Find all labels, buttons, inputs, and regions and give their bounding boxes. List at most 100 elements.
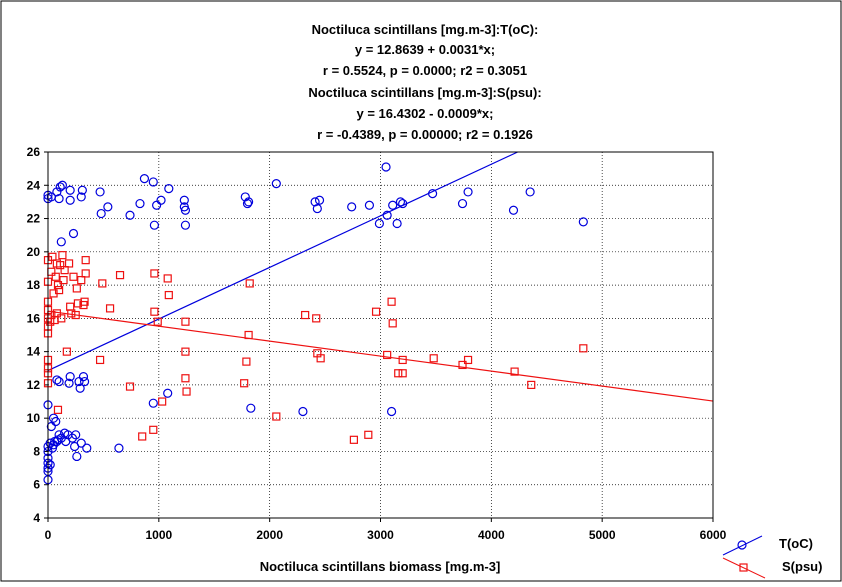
y-tick-label: 24 [27,178,41,192]
salinity-point [150,307,159,316]
temperature-point [52,375,62,385]
temperature-point [65,371,75,382]
temperature-point [45,460,55,470]
salinity-point [394,369,403,378]
title-line-1: Noctiluca scintillans [mg.m-3]:T(oC): [312,22,539,37]
temperature-point [386,406,397,417]
temperature-point [463,187,473,197]
salinity-point [301,310,310,320]
temperature-point [139,174,150,184]
temperature-point [56,237,66,247]
temperature-point [76,438,86,448]
x-axis-label: Noctiluca scintillans biomass [mg.m-3] [260,559,501,574]
temperature-point [148,177,158,187]
salinity-point [72,284,81,293]
chart-title: Noctiluca scintillans [mg.m-3]:T(oC): y … [308,22,541,142]
salinity-point [364,430,373,439]
salinity-point [153,317,162,326]
salinity-point [312,314,321,323]
title-line-6: r = -0.4389, p = 0.00000; r2 = 0.1926 [317,127,533,142]
temperature-point [163,388,173,398]
temperature-point [312,203,322,214]
temperature-point [374,218,384,229]
temperature-point [392,218,402,229]
salinity-point [463,355,473,365]
temperature-point [135,198,145,209]
temperature-point [427,188,438,199]
salinity-regression-line [47,310,714,402]
title-line-4: Noctiluca scintillans [mg.m-3]:S(psu): [308,85,541,100]
salinity-point [138,432,147,441]
temperature-point [180,205,191,215]
title-line-3: r = 0.5524, p = 0.0000; r2 = 0.3051 [323,63,527,78]
salinity-point [244,330,253,340]
salinity-point [383,350,392,360]
salinity-point [240,379,249,388]
legend-item-temperature: T(oC) [722,535,813,556]
x-tick-label: 2000 [256,528,283,542]
salinity-point [95,355,105,365]
salinity-point [125,382,135,391]
temperature-point [65,185,75,195]
salinity-point [158,397,167,406]
temperature-point [388,200,398,210]
salinity-point [56,261,65,270]
temperature-regression-line [47,151,518,372]
grid [48,152,713,518]
salinity-point [181,317,190,326]
x-tick-label: 0 [45,528,52,542]
salinity-point [316,354,325,363]
temperature-point [54,193,64,204]
y-tick-label: 4 [33,511,40,525]
axis-ticks: 0 1000 2000 3000 4000 5000 6000 4 6 8 10 12 14 16 18 20… [27,145,727,542]
salinity-point [164,290,173,300]
salinity-point [64,259,74,268]
y-tick-label: 18 [27,278,41,292]
temperature-point [67,433,77,443]
salinity-point [458,360,467,370]
salinity-point [52,309,61,318]
legend-salinity-label: S(psu) [782,559,822,574]
salinity-point [48,252,57,261]
temperature-point [54,376,64,387]
legend-temperature-label: T(oC) [779,536,813,551]
y-tick-label: 10 [27,411,41,425]
temperature-point [103,202,113,212]
salinity-point [71,310,80,320]
salinity-point [80,297,89,306]
temperature-point [72,451,82,462]
y-tick-label: 6 [33,478,40,492]
temperature-point [310,197,320,207]
y-tick-label: 8 [33,444,40,458]
temperature-point [55,182,65,192]
legend: T(oC) S(psu) [722,535,822,579]
x-tick-label: 5000 [589,528,616,542]
legend-salinity-marker [739,563,748,572]
temperature-point [114,443,124,453]
salinity-point [51,272,60,281]
salinity-point [69,272,78,281]
temperature-point [125,210,135,220]
y-tick-label: 12 [27,378,41,392]
temperature-point [68,228,79,239]
salinity-point [62,347,71,356]
salinity-point [182,387,191,396]
salinity-point [398,355,407,365]
salinity-point [98,279,107,288]
temperature-point [57,180,68,190]
temperature-point [271,179,281,189]
salinity-point [272,412,281,421]
temperature-point [382,210,392,220]
temperature-point [179,195,189,205]
temperature-point [298,406,308,417]
legend-temperature-line [722,535,763,556]
temperature-point [578,217,588,227]
salinity-point [181,347,190,356]
salinity-point [398,369,407,378]
temperature-point [51,416,61,427]
salinity-point [579,344,588,353]
temperature-point [95,187,105,197]
salinity-point [81,256,90,265]
salinity-point [59,276,68,285]
